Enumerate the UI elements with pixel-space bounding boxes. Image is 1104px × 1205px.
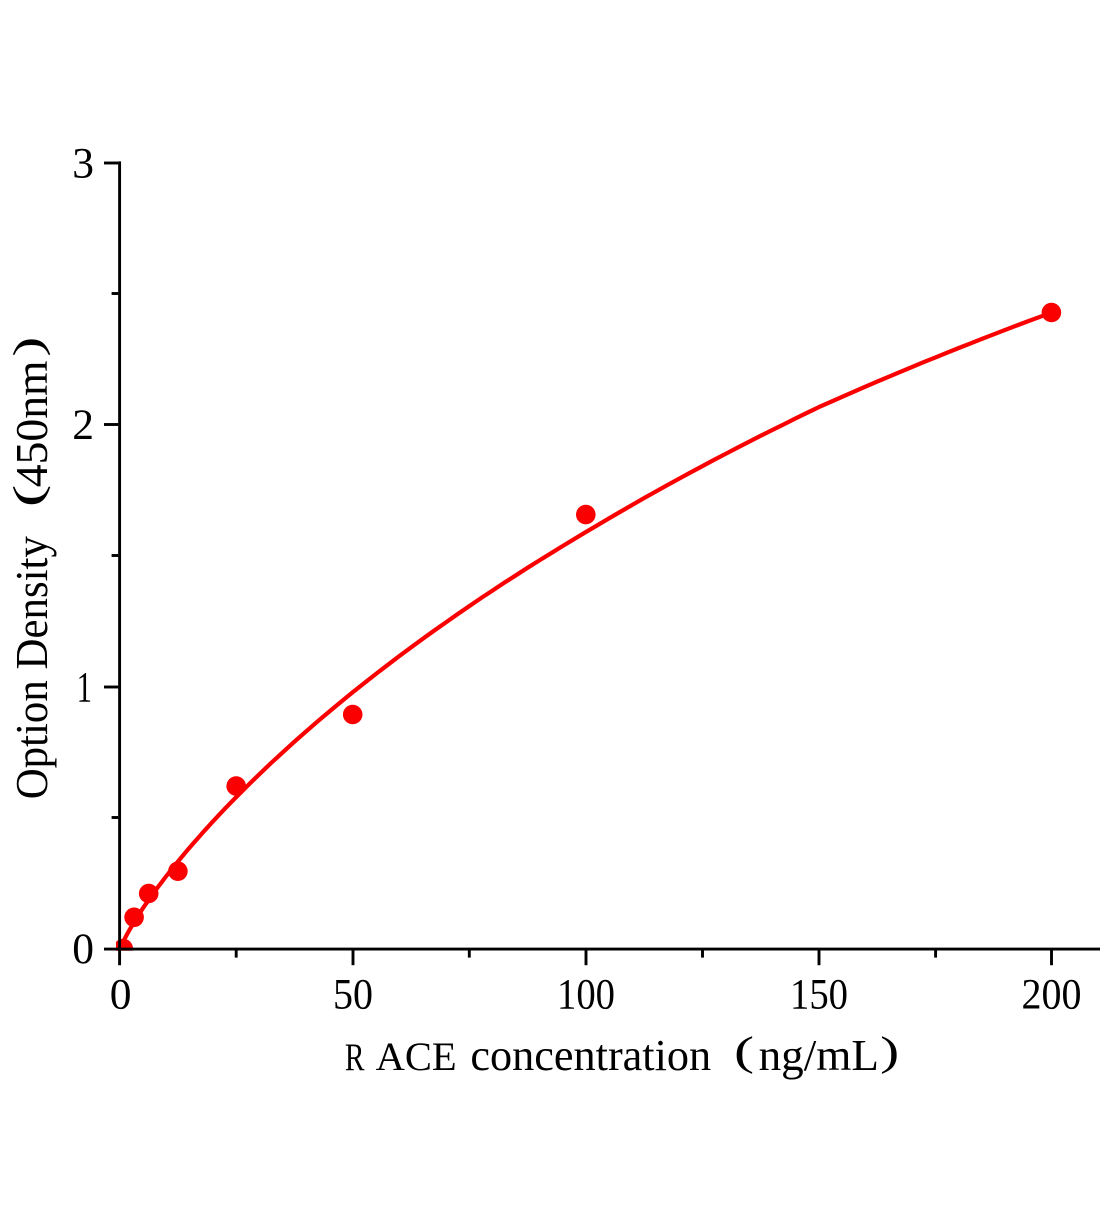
svg-text:0: 0 — [110, 970, 132, 1018]
svg-text:3: 3 — [72, 140, 94, 188]
svg-text:R: R — [345, 1035, 365, 1079]
svg-text:450nm: 450nm — [6, 360, 57, 487]
svg-text:): ) — [880, 1029, 899, 1074]
svg-text:100: 100 — [557, 970, 615, 1018]
svg-text:ACE: ACE — [376, 1034, 457, 1079]
svg-text:1: 1 — [77, 664, 92, 712]
svg-text:200: 200 — [1022, 970, 1082, 1018]
svg-text:0: 0 — [72, 925, 94, 973]
svg-text:50: 50 — [333, 970, 373, 1018]
svg-text:(: ( — [6, 485, 51, 508]
svg-text:Option Density: Option Density — [6, 536, 57, 799]
svg-text:(: ( — [734, 1029, 754, 1074]
svg-text:150: 150 — [790, 970, 848, 1018]
svg-text:2: 2 — [72, 401, 94, 449]
svg-text:): ) — [6, 337, 51, 357]
svg-text:concentration: concentration — [470, 1031, 711, 1080]
svg-text:ng/mL: ng/mL — [759, 1031, 879, 1080]
